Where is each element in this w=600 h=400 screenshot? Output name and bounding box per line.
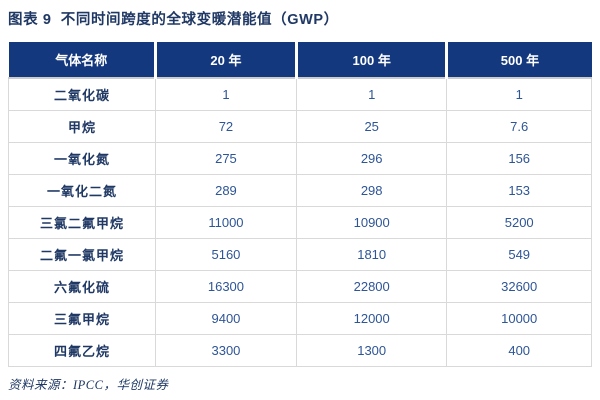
gas-name-cell: 三氯二氟甲烷 [8, 206, 156, 239]
value-cell: 16300 [154, 270, 297, 303]
value-cell: 296 [295, 142, 448, 175]
value-cell: 9400 [154, 302, 297, 335]
value-cell: 298 [295, 174, 448, 207]
value-cell: 289 [154, 174, 297, 207]
value-cell: 5160 [154, 238, 297, 271]
value-cell: 1 [446, 77, 592, 111]
table-row: 三氯二氟甲烷 11000 10900 5200 [8, 206, 592, 239]
table-row: 四氟乙烷 3300 1300 400 [8, 334, 592, 367]
gas-name-cell: 四氟乙烷 [8, 334, 156, 367]
gwp-table: 气体名称 20 年 100 年 500 年 二氧化碳 1 1 1 甲烷 72 2… [8, 42, 592, 367]
value-cell: 32600 [446, 270, 592, 303]
value-cell: 10000 [446, 302, 592, 335]
col-header-100yr: 100 年 [296, 42, 449, 79]
value-cell: 12000 [295, 302, 448, 335]
table-body: 二氧化碳 1 1 1 甲烷 72 25 7.6 一氧化氮 275 296 156… [8, 77, 592, 367]
figure-title: 图表 9 不同时间跨度的全球变暖潜能值（GWP） [8, 12, 339, 28]
col-header-20yr: 20 年 [155, 42, 298, 79]
value-cell: 10900 [295, 206, 448, 239]
col-header-500yr: 500 年 [446, 42, 592, 79]
value-cell: 153 [446, 174, 592, 207]
gas-name-cell: 二氟一氯甲烷 [8, 238, 156, 271]
table-row: 甲烷 72 25 7.6 [8, 110, 592, 143]
value-cell: 275 [154, 142, 297, 175]
value-cell: 22800 [295, 270, 448, 303]
gas-name-cell: 甲烷 [8, 110, 156, 143]
table-header: 气体名称 20 年 100 年 500 年 [8, 42, 592, 79]
gas-name-cell: 六氟化硫 [8, 270, 156, 303]
value-cell: 1 [295, 77, 448, 111]
gas-name-cell: 二氧化碳 [8, 77, 156, 111]
col-header-gas-name: 气体名称 [8, 42, 157, 79]
value-cell: 5200 [446, 206, 592, 239]
table-row: 一氧化氮 275 296 156 [8, 142, 592, 175]
gas-name-cell: 一氧化氮 [8, 142, 156, 175]
value-cell: 156 [446, 142, 592, 175]
table-row: 一氧化二氮 289 298 153 [8, 174, 592, 207]
value-cell: 7.6 [446, 110, 592, 143]
value-cell: 72 [154, 110, 297, 143]
header-row: 气体名称 20 年 100 年 500 年 [8, 42, 592, 79]
source-note: 资料来源：IPCC，华创证券 [8, 378, 169, 392]
table-row: 六氟化硫 16300 22800 32600 [8, 270, 592, 303]
value-cell: 400 [446, 334, 592, 367]
value-cell: 3300 [154, 334, 297, 367]
table-row: 二氧化碳 1 1 1 [8, 77, 592, 111]
value-cell: 1300 [295, 334, 448, 367]
gas-name-cell: 三氟甲烷 [8, 302, 156, 335]
gas-name-cell: 一氧化二氮 [8, 174, 156, 207]
value-cell: 1 [154, 77, 297, 111]
value-cell: 1810 [295, 238, 448, 271]
value-cell: 11000 [154, 206, 297, 239]
table-row: 三氟甲烷 9400 12000 10000 [8, 302, 592, 335]
value-cell: 549 [446, 238, 592, 271]
table-row: 二氟一氯甲烷 5160 1810 549 [8, 238, 592, 271]
value-cell: 25 [295, 110, 448, 143]
